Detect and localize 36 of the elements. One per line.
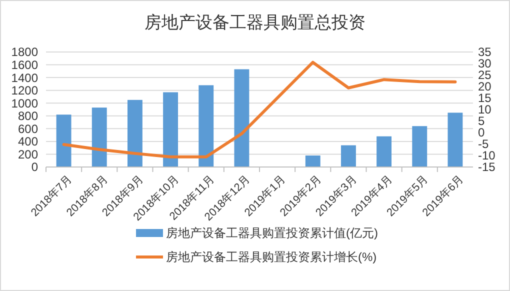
y2-tick-label: 0 xyxy=(478,126,485,140)
y2-tick-label: 30 xyxy=(478,56,492,71)
y-tick-label: 400 xyxy=(18,134,38,149)
bar xyxy=(163,92,178,167)
bar xyxy=(448,112,463,167)
y-tick-label: 1600 xyxy=(11,58,38,72)
y-tick-label: 1200 xyxy=(11,84,38,98)
bar xyxy=(127,100,142,167)
bar xyxy=(305,156,320,167)
y-tick-label: 1000 xyxy=(11,96,38,110)
y2-tick-label: 25 xyxy=(478,68,492,82)
legend-label: 房地产设备工器具购置投资累计增长(%) xyxy=(166,250,377,264)
legend-label: 房地产设备工器具购置投资累计值(亿元) xyxy=(166,226,378,240)
chart-title: 房地产设备工器具购置总投资 xyxy=(144,13,366,32)
y2-tick-label: -5 xyxy=(478,137,489,152)
y-tick-label: 1800 xyxy=(11,45,38,60)
bar xyxy=(56,114,72,167)
y-tick-label: 1400 xyxy=(11,70,38,85)
bar xyxy=(412,126,428,167)
y2-tick-label: 10 xyxy=(478,102,492,117)
y-tick-label: 800 xyxy=(18,109,38,124)
y-tick-label: 0 xyxy=(31,160,38,174)
bar xyxy=(234,69,250,167)
bar xyxy=(340,145,356,167)
y2-tick-label: 5 xyxy=(478,114,485,128)
y2-tick-label: -15 xyxy=(478,160,496,174)
bar xyxy=(198,85,214,167)
y2-tick-label: 15 xyxy=(478,91,492,106)
y2-tick-label: -10 xyxy=(478,148,496,163)
y-tick-label: 600 xyxy=(18,122,38,136)
bar xyxy=(92,108,107,167)
y2-tick-label: 35 xyxy=(478,45,492,60)
bar xyxy=(376,136,392,167)
y2-tick-label: 20 xyxy=(478,80,492,94)
line-series xyxy=(62,60,457,158)
y-tick-label: 200 xyxy=(18,147,38,162)
